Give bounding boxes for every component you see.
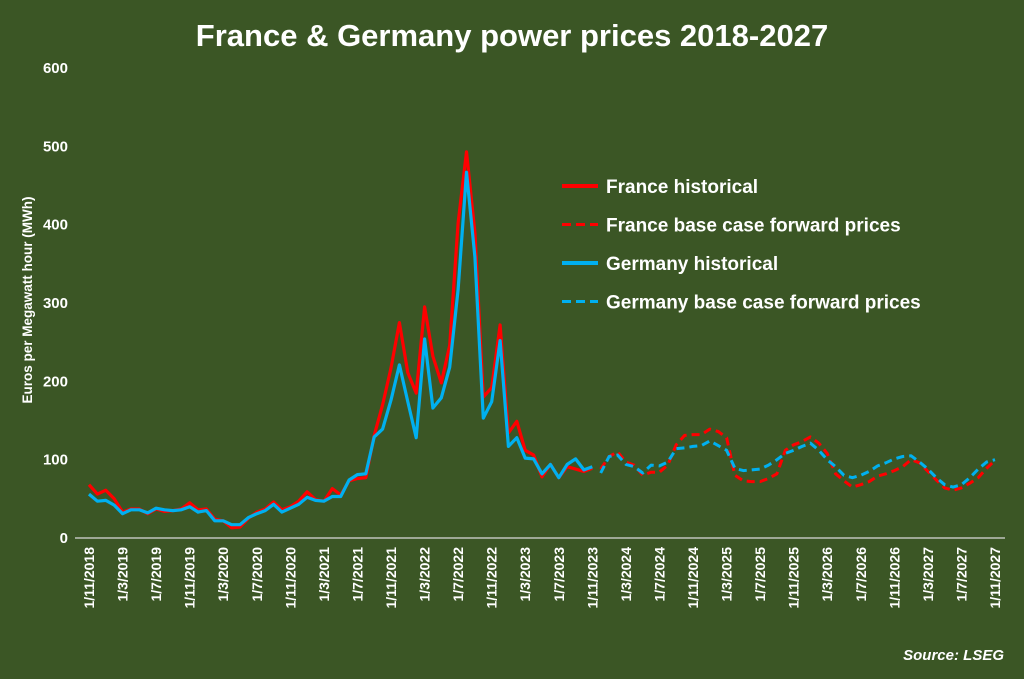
x-tick-label: 1/7/2019 (148, 547, 164, 602)
x-tick-label: 1/11/2021 (383, 547, 399, 609)
x-tick-label: 1/3/2026 (819, 547, 835, 602)
x-tick-label: 1/7/2025 (752, 547, 768, 602)
x-tick-label: 1/11/2023 (584, 547, 600, 609)
series-lines (87, 150, 997, 530)
x-tick-label: 1/3/2025 (719, 547, 735, 602)
legend-label: France base case forward prices (606, 216, 901, 237)
series-line-france-base-case-forward-prices (599, 427, 997, 492)
legend-item: Germany base case forward prices (562, 293, 921, 314)
y-tick-label: 200 (43, 373, 68, 390)
x-tick-label: 1/11/2026 (886, 547, 902, 609)
x-tick-label: 1/3/2024 (618, 547, 634, 602)
x-tick-label: 1/7/2024 (651, 547, 667, 602)
y-tick-label: 500 (43, 138, 68, 155)
y-tick-labels: 0 100 200 300 400 500 600 (43, 60, 68, 547)
legend-label: France historical (606, 177, 758, 198)
x-tick-label: 1/7/2023 (551, 547, 567, 602)
x-tick-label: 1/3/2023 (517, 547, 533, 602)
x-tick-label: 1/11/2025 (786, 547, 802, 609)
x-tick-label: 1/3/2020 (215, 547, 231, 602)
legend-label: Germany base case forward prices (606, 293, 921, 314)
x-tick-label: 1/7/2022 (450, 547, 466, 602)
source-note: Source: LSEG (903, 647, 1004, 664)
x-tick-labels: 1/11/2018 1/3/2019 1/7/2019 1/11/2019 1/3/20… (81, 547, 1003, 609)
legend-item: France base case forward prices (562, 216, 901, 237)
x-tick-label: 1/3/2019 (115, 547, 131, 602)
y-axis-label: Euros per Megawatt hour (MWh) (20, 197, 35, 404)
x-tick-label: 1/11/2019 (182, 547, 198, 609)
y-tick-label: 600 (43, 60, 68, 77)
x-tick-label: 1/3/2021 (316, 547, 332, 602)
x-tick-label: 1/11/2020 (282, 547, 298, 609)
series-line-germany-historical (87, 170, 593, 527)
y-tick-label: 400 (43, 217, 68, 234)
x-tick-label: 1/7/2021 (349, 547, 365, 602)
y-tick-label: 300 (43, 295, 68, 312)
x-tick-label: 1/7/2027 (953, 547, 969, 602)
legend-item: Germany historical (562, 254, 778, 275)
x-tick-label: 1/7/2026 (853, 547, 869, 602)
chart-title: France & Germany power prices 2018-2027 (196, 18, 828, 53)
legend: France historical France base case forwar… (562, 177, 921, 314)
legend-label: Germany historical (606, 254, 778, 275)
y-tick-label: 100 (43, 452, 68, 469)
legend-item: France historical (562, 177, 758, 198)
x-tick-label: 1/11/2027 (987, 547, 1003, 609)
y-tick-label: 0 (60, 530, 68, 547)
x-tick-label: 1/11/2022 (484, 547, 500, 609)
x-tick-label: 1/3/2022 (417, 547, 433, 602)
x-tick-label: 1/7/2020 (249, 547, 265, 602)
x-tick-label: 1/11/2018 (81, 547, 97, 609)
x-tick-label: 1/3/2027 (920, 547, 936, 602)
x-tick-label: 1/11/2024 (685, 547, 701, 609)
